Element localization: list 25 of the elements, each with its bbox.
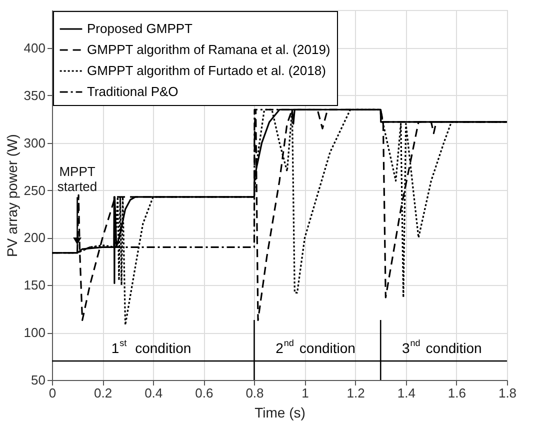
y-tick-label: 100 — [24, 325, 46, 340]
y-tick-label: 300 — [24, 135, 46, 150]
y-tick-label: 400 — [24, 40, 46, 56]
x-tick-label: 1.6 — [448, 386, 466, 400]
legend-label: Traditional P&O — [87, 84, 178, 99]
x-tick-label: 0.4 — [144, 386, 163, 400]
legend-label: GMPPT algorithm of Furtado et al. (2018) — [87, 63, 326, 78]
x-tick-label: 0.2 — [94, 386, 112, 400]
x-tick-label: 1.4 — [397, 386, 416, 400]
y-tick-label: 50 — [31, 372, 46, 388]
x-tick-label: 0.6 — [195, 386, 214, 400]
x-tick-label: 1 — [302, 386, 309, 400]
legend-label: Proposed GMPPT — [87, 21, 193, 36]
x-axis-title: Time (s) — [254, 404, 306, 420]
legend-label: GMPPT algorithm of Ramana et al. (2019) — [87, 42, 330, 57]
annotation: MPPT started — [57, 164, 98, 194]
y-axis-title: PV array power (W) — [4, 134, 20, 257]
x-tick-label: 0.8 — [246, 386, 264, 400]
x-tick-label: 1.2 — [346, 386, 365, 400]
y-tick-label: 350 — [24, 88, 46, 103]
x-tick-label: 0 — [48, 386, 56, 400]
y-tick-label: 200 — [24, 230, 46, 246]
y-tick-label: 250 — [24, 182, 46, 198]
y-tick-label: 150 — [24, 278, 46, 293]
x-tick-label: 1.8 — [498, 386, 517, 400]
